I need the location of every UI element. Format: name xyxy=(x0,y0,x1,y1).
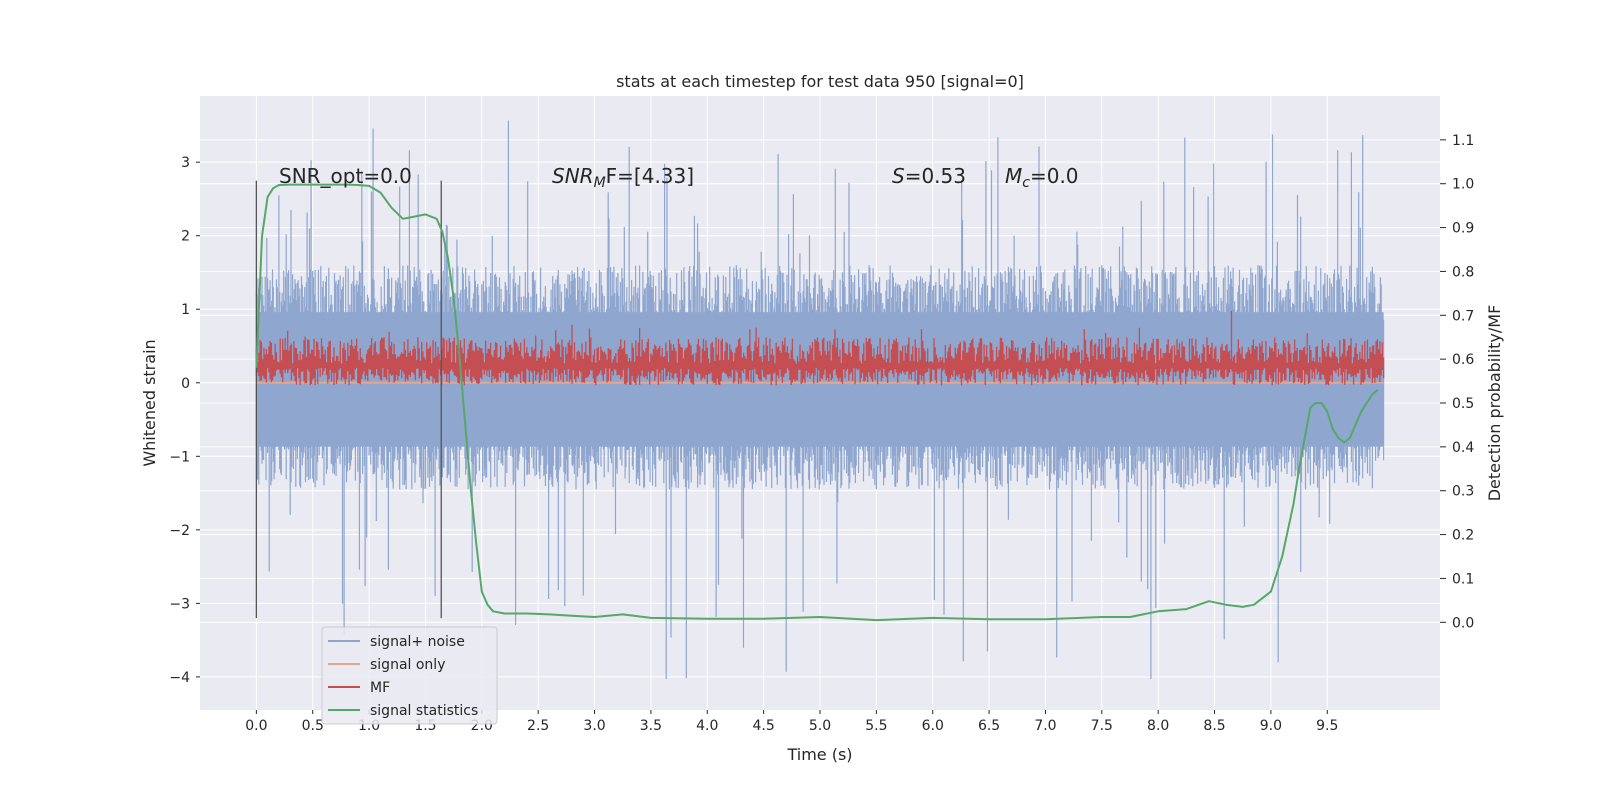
legend-label-mf: MF xyxy=(370,680,390,696)
x-tick-label: 7.5 xyxy=(1091,718,1113,734)
chart-title: stats at each timestep for test data 950… xyxy=(616,72,1024,91)
signal-statistics-line xyxy=(255,183,1379,622)
y2-tick-label: 0.7 xyxy=(1452,308,1474,324)
annotation-mc: Mc=0.0 xyxy=(1005,164,1079,191)
legend: signal+ noise signal only MF signal stat… xyxy=(321,626,498,725)
y2-tick-label: 0.8 xyxy=(1452,264,1474,280)
y2-tick-label: 0.4 xyxy=(1452,440,1474,456)
y-tick-label: 3 xyxy=(181,155,190,171)
y-tick-label: −3 xyxy=(169,596,190,612)
x-tick-label: 5.0 xyxy=(809,718,831,734)
x-tick-label: 4.5 xyxy=(753,718,775,734)
x-tick-label: 3.0 xyxy=(583,718,605,734)
y2-axis-label: Detection probability/MF xyxy=(1485,305,1504,502)
x-tick-label: 4.0 xyxy=(696,718,718,734)
x-axis-label: Time (s) xyxy=(786,745,852,764)
annotation-snr-opt: SNR_opt=0.0 xyxy=(279,164,412,188)
x-tick-label: 0.5 xyxy=(302,718,324,734)
y2-tick-label: 0.5 xyxy=(1452,396,1474,412)
y-tick-label: −1 xyxy=(169,449,190,465)
x-tick-label: 9.0 xyxy=(1260,718,1282,734)
y2-tick-label: 0.2 xyxy=(1452,528,1474,544)
x-tick-label: 5.5 xyxy=(865,718,887,734)
x-tick-label: 8.0 xyxy=(1147,718,1169,734)
signal-statistics-series xyxy=(255,183,1379,622)
y-tick-label: 2 xyxy=(181,229,190,245)
y2-tick-label: 0.6 xyxy=(1452,352,1474,368)
legend-label-signal-noise: signal+ noise xyxy=(370,634,465,650)
x-tick-label: 7.0 xyxy=(1034,718,1056,734)
y-axis-label: Whitened strain xyxy=(140,339,159,466)
x-tick-label: 8.5 xyxy=(1203,718,1225,734)
y-tick-label: −4 xyxy=(169,670,190,686)
y2-axis-ticks: 1.1 1.0 0.9 0.8 0.7 0.6 0.5 0.4 0.3 0.2 0.1 0.0 xyxy=(1440,133,1474,631)
y-tick-label: −2 xyxy=(169,523,190,539)
x-tick-label: 3.5 xyxy=(640,718,662,734)
annotation-s: S=0.53 xyxy=(892,164,966,188)
y2-tick-label: 1.1 xyxy=(1452,133,1474,149)
x-tick-label: 9.5 xyxy=(1316,718,1338,734)
x-tick-label: 2.5 xyxy=(527,718,549,734)
y2-tick-label: 0.0 xyxy=(1452,615,1474,631)
y2-tick-label: 0.1 xyxy=(1452,571,1474,587)
y2-tick-label: 1.0 xyxy=(1452,177,1474,193)
legend-box xyxy=(321,626,498,725)
y-axis-ticks: 3 2 1 0 −1 −2 −3 −4 xyxy=(169,155,200,686)
y-tick-label: 0 xyxy=(181,376,190,392)
x-tick-label: 6.5 xyxy=(978,718,1000,734)
legend-label-signal-only: signal only xyxy=(370,657,445,673)
x-tick-label: 0.0 xyxy=(245,718,267,734)
legend-label-signal-statistics: signal statistics xyxy=(370,703,478,719)
y2-tick-label: 0.9 xyxy=(1452,221,1474,237)
annotation-snr-mf: SNRMF=[4.33] xyxy=(552,164,694,191)
window-markers xyxy=(255,180,442,619)
x-tick-label: 6.0 xyxy=(922,718,944,734)
y2-tick-label: 0.3 xyxy=(1452,484,1474,500)
y-tick-label: 1 xyxy=(181,302,190,318)
